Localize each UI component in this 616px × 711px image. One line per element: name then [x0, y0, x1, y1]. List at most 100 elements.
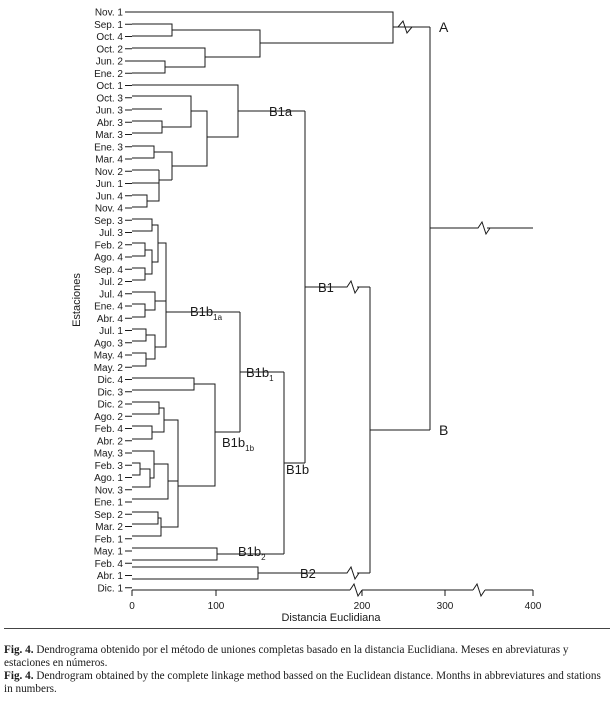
cluster-label-b1b1-main: B1b	[246, 365, 269, 380]
link-jul4-group	[132, 291, 156, 311]
leaf-label: Abr. 1	[97, 571, 124, 582]
caption-english-text: Dendrogram obtained by the complete link…	[4, 670, 601, 695]
link-jul1-ago3	[132, 328, 147, 342]
caption-english-fig-number: Fig. 4.	[4, 670, 34, 682]
cluster-label-b1b1b-main: B1b	[222, 435, 245, 450]
link-nov3-group	[132, 468, 151, 488]
leaf-label: Jul. 3	[99, 228, 123, 239]
link-ene4-abr4	[132, 303, 146, 318]
cluster-label-b1b2-sub: 2	[261, 553, 266, 562]
x-tick-label-400: 400	[525, 601, 542, 612]
cluster-label-b1b1-sub: 1	[269, 374, 274, 383]
leaf-label: May. 4	[94, 351, 124, 362]
x-tick-label-300: 300	[437, 601, 454, 612]
link-dic4-dic2-group	[178, 383, 216, 487]
leaf-label: Ene. 3	[94, 142, 123, 153]
leaf-label: Jun. 3	[96, 106, 124, 117]
leaf-label: Dic. 4	[97, 375, 123, 386]
leaf-label: Dic. 1	[97, 583, 123, 594]
link-dic2-may3-group	[164, 419, 179, 481]
link-octubre4-septiembre1	[132, 23, 173, 37]
leaf-label: Feb. 2	[95, 240, 124, 251]
link-dic2-feb4-group	[152, 407, 165, 433]
link-may1-feb4	[132, 547, 218, 561]
leaf-label: Jun. 2	[96, 57, 124, 68]
link-b1b-join	[283, 372, 305, 554]
leaf-label: Oct. 1	[96, 81, 123, 92]
leaf-label: Nov. 4	[95, 204, 124, 215]
cluster-label-b1: B1	[318, 280, 334, 295]
cluster-label-b1b1b-sub: 1b	[245, 444, 254, 453]
leaf-label: Sep. 3	[94, 216, 123, 227]
cluster-label-b1b1: B1b1	[246, 365, 274, 383]
link-ene1-feb1-group	[161, 480, 179, 528]
cluster-label-b1b1a-main: B1b	[190, 304, 213, 319]
cluster-label-b1b2: B1b2	[238, 544, 266, 562]
link-may4-may2	[132, 352, 147, 367]
link-ene3-mar4	[132, 145, 155, 159]
cluster-label-b1b1a-sub: 1a	[213, 313, 222, 322]
x-tick-label-100: 100	[208, 601, 225, 612]
cluster-label-b2: B2	[300, 566, 316, 581]
link-ene3-nov2-group	[154, 151, 173, 180]
dendrogram-links	[132, 11, 533, 580]
leaf-label: Nov. 3	[95, 485, 124, 496]
dendrogram-figure: Estaciones Nov. 1 Sep. 1 Oct. 4 Oct. 2 Jun. …	[71, 8, 542, 623]
break-mark-b2	[343, 565, 360, 581]
leaf-label: Feb. 3	[95, 461, 124, 472]
leaf-label: Ene. 1	[94, 498, 123, 509]
link-jun1-group	[132, 182, 160, 202]
leaf-label: Ene. 4	[94, 302, 123, 313]
link-sep2-mar2	[132, 511, 159, 525]
link-dic2-ago2	[132, 401, 160, 415]
leaf-label: Ene. 2	[94, 69, 123, 80]
link-feb3-ago1	[132, 462, 141, 476]
leaf-label: May. 1	[94, 547, 124, 558]
leaf-label: Abr. 4	[97, 314, 124, 325]
cluster-label-b1b: B1b	[286, 462, 309, 477]
leaf-label: Nov. 1	[95, 8, 124, 19]
leaf-label: Jul. 1	[99, 326, 123, 337]
leaf-label: Mar. 2	[95, 522, 123, 533]
link-b-join	[369, 287, 430, 573]
leaf-label: Ago. 1	[94, 473, 123, 484]
leaf-label: Abr. 3	[97, 118, 124, 129]
leaf-label: Oct. 4	[96, 32, 123, 43]
link-nov2-jun1-group	[158, 170, 172, 192]
link-feb1-group	[132, 517, 162, 537]
x-tick-label-0: 0	[129, 601, 135, 612]
cluster-label-b1a: B1a	[269, 104, 293, 119]
cluster-label-b: B	[439, 422, 448, 438]
caption-spanish-fig-number: Fig. 4.	[4, 644, 34, 656]
break-mark-axis-400	[472, 582, 486, 598]
leaf-label: May. 3	[94, 449, 124, 460]
link-feb2-sep4-group	[145, 249, 153, 275]
caption-spanish-text: Dendrograma obtenido por el método de un…	[4, 644, 569, 669]
axis-break-marks	[343, 19, 491, 598]
link-sep3-feb2-group	[152, 224, 159, 263]
caption-spanish: Fig. 4. Dendrograma obtenido por el méto…	[4, 644, 610, 670]
cluster-label-b1b1b: B1b1b	[222, 435, 255, 453]
leaf-label: Ago. 4	[94, 253, 123, 264]
leaf-label: Sep. 4	[94, 265, 123, 276]
link-dic4-dic3	[132, 377, 195, 391]
leaf-label: Ago. 2	[94, 412, 123, 423]
leaf-label: Jul. 2	[99, 277, 123, 288]
leaf-label: Feb. 4	[95, 424, 124, 435]
leaf-label: Sep. 2	[94, 510, 123, 521]
break-mark-root	[474, 220, 491, 236]
link-abr3-mar3	[132, 120, 163, 134]
figure-caption: Fig. 4. Dendrograma obtenido por el méto…	[4, 628, 610, 696]
leaf-label: Feb. 1	[95, 534, 124, 545]
link-lower-b1a-group	[172, 110, 208, 167]
caption-english: Fig. 4. Dendrogram obtained by the compl…	[4, 670, 610, 696]
link-oct1-group	[132, 84, 239, 138]
link-jul1-may4-group	[146, 334, 156, 360]
link-b1b1a-join	[158, 242, 167, 301]
cluster-label-b1b2-main: B1b	[238, 544, 261, 559]
leaf-label: Nov. 2	[95, 167, 124, 178]
leaf-label: Jun. 4	[96, 191, 124, 202]
leaf-label: Dic. 2	[97, 400, 123, 411]
leaf-label: Sep. 1	[94, 20, 123, 31]
